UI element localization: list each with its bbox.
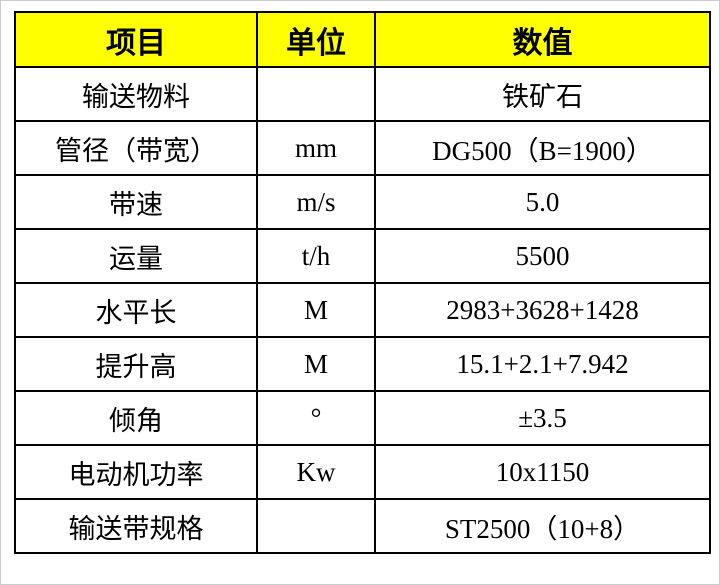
cell-unit: M bbox=[256, 282, 376, 338]
header-row: 项目 单位 数值 bbox=[14, 11, 711, 68]
header-cell-value: 数值 bbox=[374, 11, 711, 68]
cell-item: 管径（带宽） bbox=[14, 120, 258, 176]
cell-unit: t/h bbox=[256, 228, 376, 284]
cell-unit: ° bbox=[256, 390, 376, 446]
cell-item: 带速 bbox=[14, 174, 258, 230]
table-row: 输送物料 铁矿石 bbox=[14, 66, 711, 122]
cell-value: 铁矿石 bbox=[374, 66, 711, 122]
cell-unit: M bbox=[256, 336, 376, 392]
cell-unit bbox=[256, 498, 376, 554]
table-body: 输送物料 铁矿石 管径（带宽） mm DG500（B=1900） 带速 m/s 5.0 运量 t/… bbox=[14, 66, 711, 554]
table-row: 输送带规格 ST2500（10+8） bbox=[14, 498, 711, 554]
cell-unit bbox=[256, 66, 376, 122]
cell-value: DG500（B=1900） bbox=[374, 120, 711, 176]
table-row: 倾角 ° ±3.5 bbox=[14, 390, 711, 446]
cell-value: ST2500（10+8） bbox=[374, 498, 711, 554]
table-row: 水平长 M 2983+3628+1428 bbox=[14, 282, 711, 338]
table-row: 电动机功率 Kw 10x1150 bbox=[14, 444, 711, 500]
cell-item: 电动机功率 bbox=[14, 444, 258, 500]
table-row: 带速 m/s 5.0 bbox=[14, 174, 711, 230]
cell-value: 15.1+2.1+7.942 bbox=[374, 336, 711, 392]
cell-item: 提升高 bbox=[14, 336, 258, 392]
cell-value: 5.0 bbox=[374, 174, 711, 230]
cell-value: 2983+3628+1428 bbox=[374, 282, 711, 338]
cell-unit: m/s bbox=[256, 174, 376, 230]
cell-item: 倾角 bbox=[14, 390, 258, 446]
table-row: 运量 t/h 5500 bbox=[14, 228, 711, 284]
cell-value: 5500 bbox=[374, 228, 711, 284]
cell-value: ±3.5 bbox=[374, 390, 711, 446]
spec-table: 项目 单位 数值 输送物料 铁矿石 管径（带宽） mm DG500（B=1900） 带速 m… bbox=[14, 11, 711, 554]
cell-item: 输送带规格 bbox=[14, 498, 258, 554]
cell-unit: mm bbox=[256, 120, 376, 176]
table-row: 提升高 M 15.1+2.1+7.942 bbox=[14, 336, 711, 392]
cell-item: 输送物料 bbox=[14, 66, 258, 122]
cell-unit: Kw bbox=[256, 444, 376, 500]
cell-value: 10x1150 bbox=[374, 444, 711, 500]
table-row: 管径（带宽） mm DG500（B=1900） bbox=[14, 120, 711, 176]
cell-item: 运量 bbox=[14, 228, 258, 284]
cell-item: 水平长 bbox=[14, 282, 258, 338]
header-cell-unit: 单位 bbox=[256, 11, 376, 68]
header-cell-item: 项目 bbox=[14, 11, 258, 68]
